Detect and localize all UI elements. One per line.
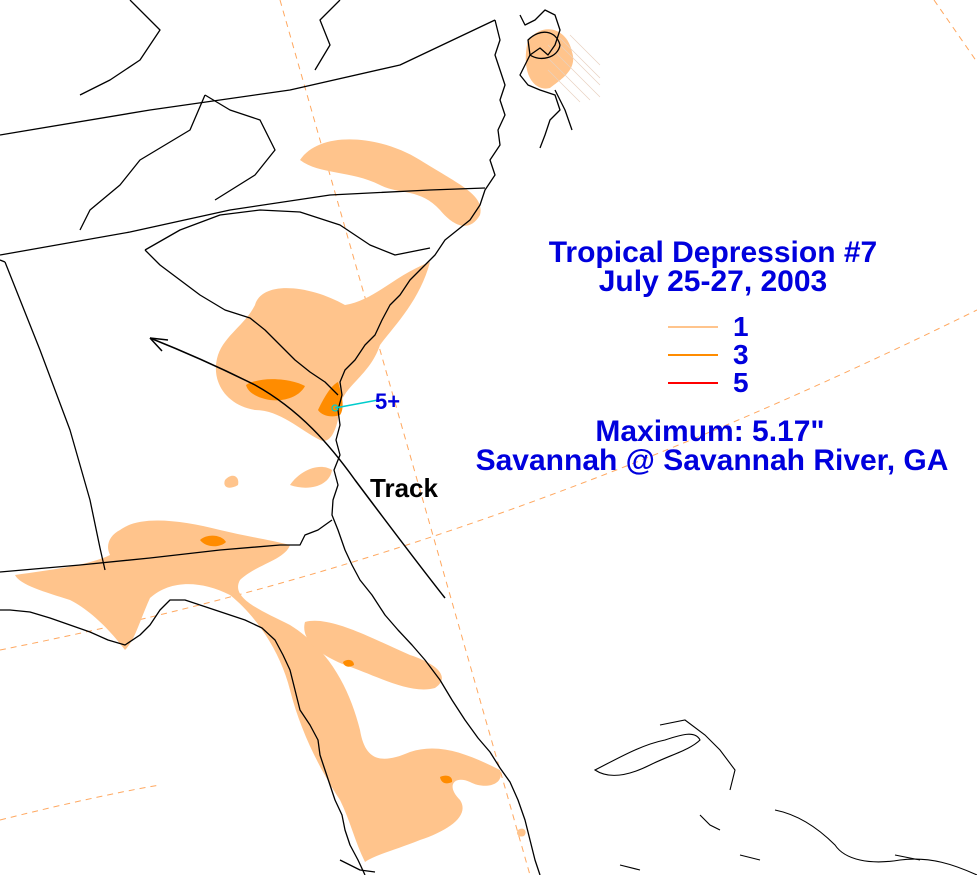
maximum-block: Maximum: 5.17" Savannah @ Savannah River… xyxy=(476,415,949,477)
legend: 1 3 5 xyxy=(668,311,749,398)
maximum-line-1: Maximum: 5.17" xyxy=(595,415,824,448)
track-label: Track xyxy=(370,473,438,503)
max-marker: 5+ xyxy=(331,389,400,414)
legend-label-5: 5 xyxy=(733,367,749,398)
hatched-area xyxy=(547,34,601,103)
legend-label-3: 3 xyxy=(733,339,749,370)
legend-label-1: 1 xyxy=(733,311,749,342)
caribbean-islands xyxy=(593,719,977,875)
coastline-and-borders xyxy=(0,0,573,875)
max-marker-label: 5+ xyxy=(375,389,400,414)
storm-track xyxy=(149,337,446,599)
title-block: Tropical Depression #7 July 25-27, 2003 xyxy=(549,236,877,298)
maximum-line-2: Savannah @ Savannah River, GA xyxy=(476,444,949,477)
title-line-2: July 25-27, 2003 xyxy=(599,265,828,298)
title-line-1: Tropical Depression #7 xyxy=(549,236,877,269)
